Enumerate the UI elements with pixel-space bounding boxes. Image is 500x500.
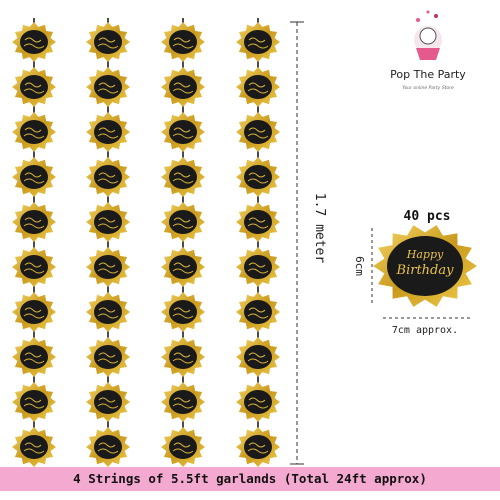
badge-center xyxy=(20,120,48,144)
badge-text: Birthday xyxy=(396,263,455,278)
badge-script xyxy=(172,352,194,364)
badge-center xyxy=(169,75,197,99)
footer-text: 4 Strings of 5.5ft garlands (Total 24ft … xyxy=(73,471,427,486)
badge-center xyxy=(94,210,122,234)
badge-center xyxy=(244,120,272,144)
length-dimension xyxy=(290,21,304,465)
badge-center xyxy=(244,300,272,324)
badge-script xyxy=(97,352,119,364)
badge-center xyxy=(20,210,48,234)
badge-center xyxy=(244,255,272,279)
badge-script xyxy=(247,37,269,49)
badge-script xyxy=(97,127,119,139)
badge-script xyxy=(97,442,119,454)
badge-script xyxy=(172,82,194,94)
badge-center xyxy=(169,210,197,234)
badge-center xyxy=(94,75,122,99)
badge-center xyxy=(244,210,272,234)
badge-script xyxy=(172,127,194,139)
badge-center xyxy=(387,236,463,296)
badge-center xyxy=(20,300,48,324)
badge-script xyxy=(97,262,119,274)
badge-script xyxy=(23,127,45,139)
badge-center xyxy=(20,345,48,369)
logo: Pop The Party Your online Party Store xyxy=(390,10,466,91)
badge-script xyxy=(97,172,119,184)
badge-center xyxy=(20,75,48,99)
badge-center xyxy=(244,435,272,459)
badge-center xyxy=(244,390,272,414)
badge-center xyxy=(169,165,197,189)
badge-script xyxy=(97,37,119,49)
badge-center xyxy=(20,255,48,279)
badge-center xyxy=(20,390,48,414)
height-label: 6cm xyxy=(353,256,366,276)
badge-script xyxy=(97,397,119,409)
badge-center xyxy=(169,345,197,369)
badge-script xyxy=(23,352,45,364)
badge-script xyxy=(23,262,45,274)
garlands xyxy=(12,18,280,467)
badge-script xyxy=(172,397,194,409)
badge-center xyxy=(94,120,122,144)
size-dimensions xyxy=(371,228,470,319)
badge-center xyxy=(169,120,197,144)
badge-script xyxy=(247,442,269,454)
width-label: 7cm approx. xyxy=(392,325,458,336)
badge-script xyxy=(23,172,45,184)
badge-center xyxy=(244,165,272,189)
logo-name: Pop The Party xyxy=(390,68,466,81)
badge-center xyxy=(169,30,197,54)
badge-script xyxy=(172,37,194,49)
badge-script xyxy=(247,307,269,319)
badge-script xyxy=(247,82,269,94)
footer-bar xyxy=(0,467,500,491)
badge-script xyxy=(23,307,45,319)
sample-badge xyxy=(373,225,477,307)
badge-script xyxy=(247,352,269,364)
badge-script xyxy=(172,442,194,454)
badge-center xyxy=(20,165,48,189)
badge-center xyxy=(244,75,272,99)
badge-script xyxy=(172,307,194,319)
badge-center xyxy=(169,390,197,414)
badge-script xyxy=(247,172,269,184)
badge-center xyxy=(244,345,272,369)
badge-center xyxy=(94,390,122,414)
badge-center xyxy=(169,255,197,279)
badge-script xyxy=(97,217,119,229)
badge-center xyxy=(20,435,48,459)
badge-script xyxy=(23,37,45,49)
badge-script xyxy=(247,217,269,229)
badge-script xyxy=(172,217,194,229)
badge-script xyxy=(247,127,269,139)
badge-center xyxy=(94,345,122,369)
logo-tagline: Your online Party Store xyxy=(402,85,454,91)
badge-script xyxy=(172,262,194,274)
badge-center xyxy=(94,300,122,324)
badge-script xyxy=(97,82,119,94)
badge-script xyxy=(23,397,45,409)
badge-script xyxy=(247,397,269,409)
badge-center xyxy=(169,435,197,459)
badge-script xyxy=(247,262,269,274)
badge-center xyxy=(244,30,272,54)
length-label: 1.7 meter xyxy=(312,193,327,264)
badge-script xyxy=(23,82,45,94)
badge-script xyxy=(23,442,45,454)
badge-text: Happy xyxy=(406,248,444,261)
badge-center xyxy=(94,30,122,54)
count-label: 40 pcs xyxy=(404,209,451,224)
badge-script xyxy=(172,172,194,184)
badge-center xyxy=(169,300,197,324)
badge-center xyxy=(94,165,122,189)
badge-center xyxy=(94,435,122,459)
badge-script xyxy=(23,217,45,229)
badge-center xyxy=(94,255,122,279)
badge-center xyxy=(20,30,48,54)
badge-script xyxy=(97,307,119,319)
